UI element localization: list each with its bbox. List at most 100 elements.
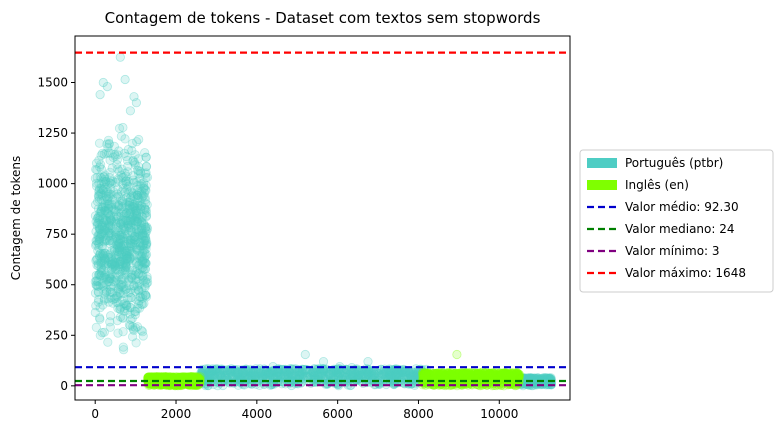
data-point xyxy=(138,331,148,341)
data-point xyxy=(125,216,135,226)
data-point xyxy=(137,200,147,210)
data-point xyxy=(138,327,148,337)
outlier-point xyxy=(300,349,310,360)
data-point xyxy=(94,239,104,249)
data-point xyxy=(114,241,124,251)
data-point xyxy=(138,299,148,310)
data-point xyxy=(115,304,125,314)
data-point xyxy=(125,252,135,262)
data-point xyxy=(113,328,123,338)
data-point xyxy=(104,198,115,209)
data-point xyxy=(127,274,137,284)
data-point xyxy=(132,322,143,332)
data-point xyxy=(125,225,135,235)
data-point xyxy=(126,220,136,230)
data-point xyxy=(116,219,126,229)
data-point xyxy=(111,220,121,230)
data-point xyxy=(130,160,140,170)
series-ptbr-points xyxy=(90,52,557,391)
data-point xyxy=(106,268,116,279)
data-point xyxy=(127,269,137,279)
data-point xyxy=(105,274,115,284)
data-point xyxy=(121,251,131,261)
data-point xyxy=(138,245,148,255)
data-point xyxy=(125,302,135,313)
data-point xyxy=(156,375,166,385)
data-point xyxy=(107,255,117,265)
data-point xyxy=(105,272,115,282)
data-point xyxy=(127,226,137,236)
data-point xyxy=(116,274,127,284)
data-point xyxy=(501,369,511,379)
data-point xyxy=(113,191,123,201)
data-point xyxy=(127,191,137,201)
data-point xyxy=(102,274,112,285)
data-point xyxy=(138,239,148,250)
data-point xyxy=(99,294,110,304)
data-point xyxy=(105,189,115,199)
data-point xyxy=(124,320,134,330)
data-point xyxy=(103,250,113,260)
data-point xyxy=(117,282,127,292)
data-point xyxy=(121,151,131,162)
data-point xyxy=(132,137,142,147)
data-point xyxy=(132,267,142,277)
data-point xyxy=(94,187,104,197)
data-point xyxy=(121,261,131,271)
data-point xyxy=(134,285,144,295)
data-point xyxy=(128,210,138,220)
data-point xyxy=(109,187,119,197)
data-point xyxy=(142,226,152,236)
data-point xyxy=(112,201,123,211)
data-point xyxy=(133,286,144,296)
data-point xyxy=(132,203,142,213)
data-point xyxy=(140,234,151,244)
data-point xyxy=(96,228,106,238)
data-point xyxy=(130,231,140,241)
data-point xyxy=(143,277,153,288)
y-tick-label: 1000 xyxy=(37,177,68,191)
data-point xyxy=(138,191,148,201)
data-point xyxy=(133,275,143,285)
legend-swatch xyxy=(587,180,617,190)
data-point xyxy=(117,280,127,290)
data-point xyxy=(388,368,398,378)
data-point xyxy=(107,287,118,298)
data-point xyxy=(96,253,106,263)
data-point xyxy=(105,155,115,165)
data-point xyxy=(98,260,109,270)
data-point xyxy=(137,251,147,261)
data-point xyxy=(141,162,152,172)
data-point xyxy=(110,263,121,273)
data-point xyxy=(102,208,112,218)
data-point xyxy=(116,131,127,141)
data-point xyxy=(97,190,108,201)
data-point xyxy=(141,290,151,300)
data-point xyxy=(115,231,125,241)
data-point xyxy=(275,371,285,381)
data-point xyxy=(141,292,152,302)
data-point xyxy=(141,173,151,183)
data-point xyxy=(105,239,116,249)
data-point xyxy=(94,220,104,230)
data-point xyxy=(127,265,137,275)
data-point xyxy=(118,236,128,247)
data-point xyxy=(93,212,104,222)
data-point xyxy=(130,266,140,276)
data-point xyxy=(126,292,136,303)
data-point xyxy=(132,208,142,218)
data-point xyxy=(103,256,114,266)
outlier-point xyxy=(452,349,462,360)
data-point xyxy=(97,185,107,195)
data-point xyxy=(120,187,130,197)
data-point xyxy=(125,186,136,196)
data-point xyxy=(123,203,133,213)
data-point xyxy=(93,246,103,256)
data-point xyxy=(118,241,128,251)
data-point xyxy=(101,176,111,186)
data-point xyxy=(98,185,108,196)
data-point xyxy=(134,225,144,235)
data-point xyxy=(119,306,129,316)
data-point xyxy=(121,254,132,264)
